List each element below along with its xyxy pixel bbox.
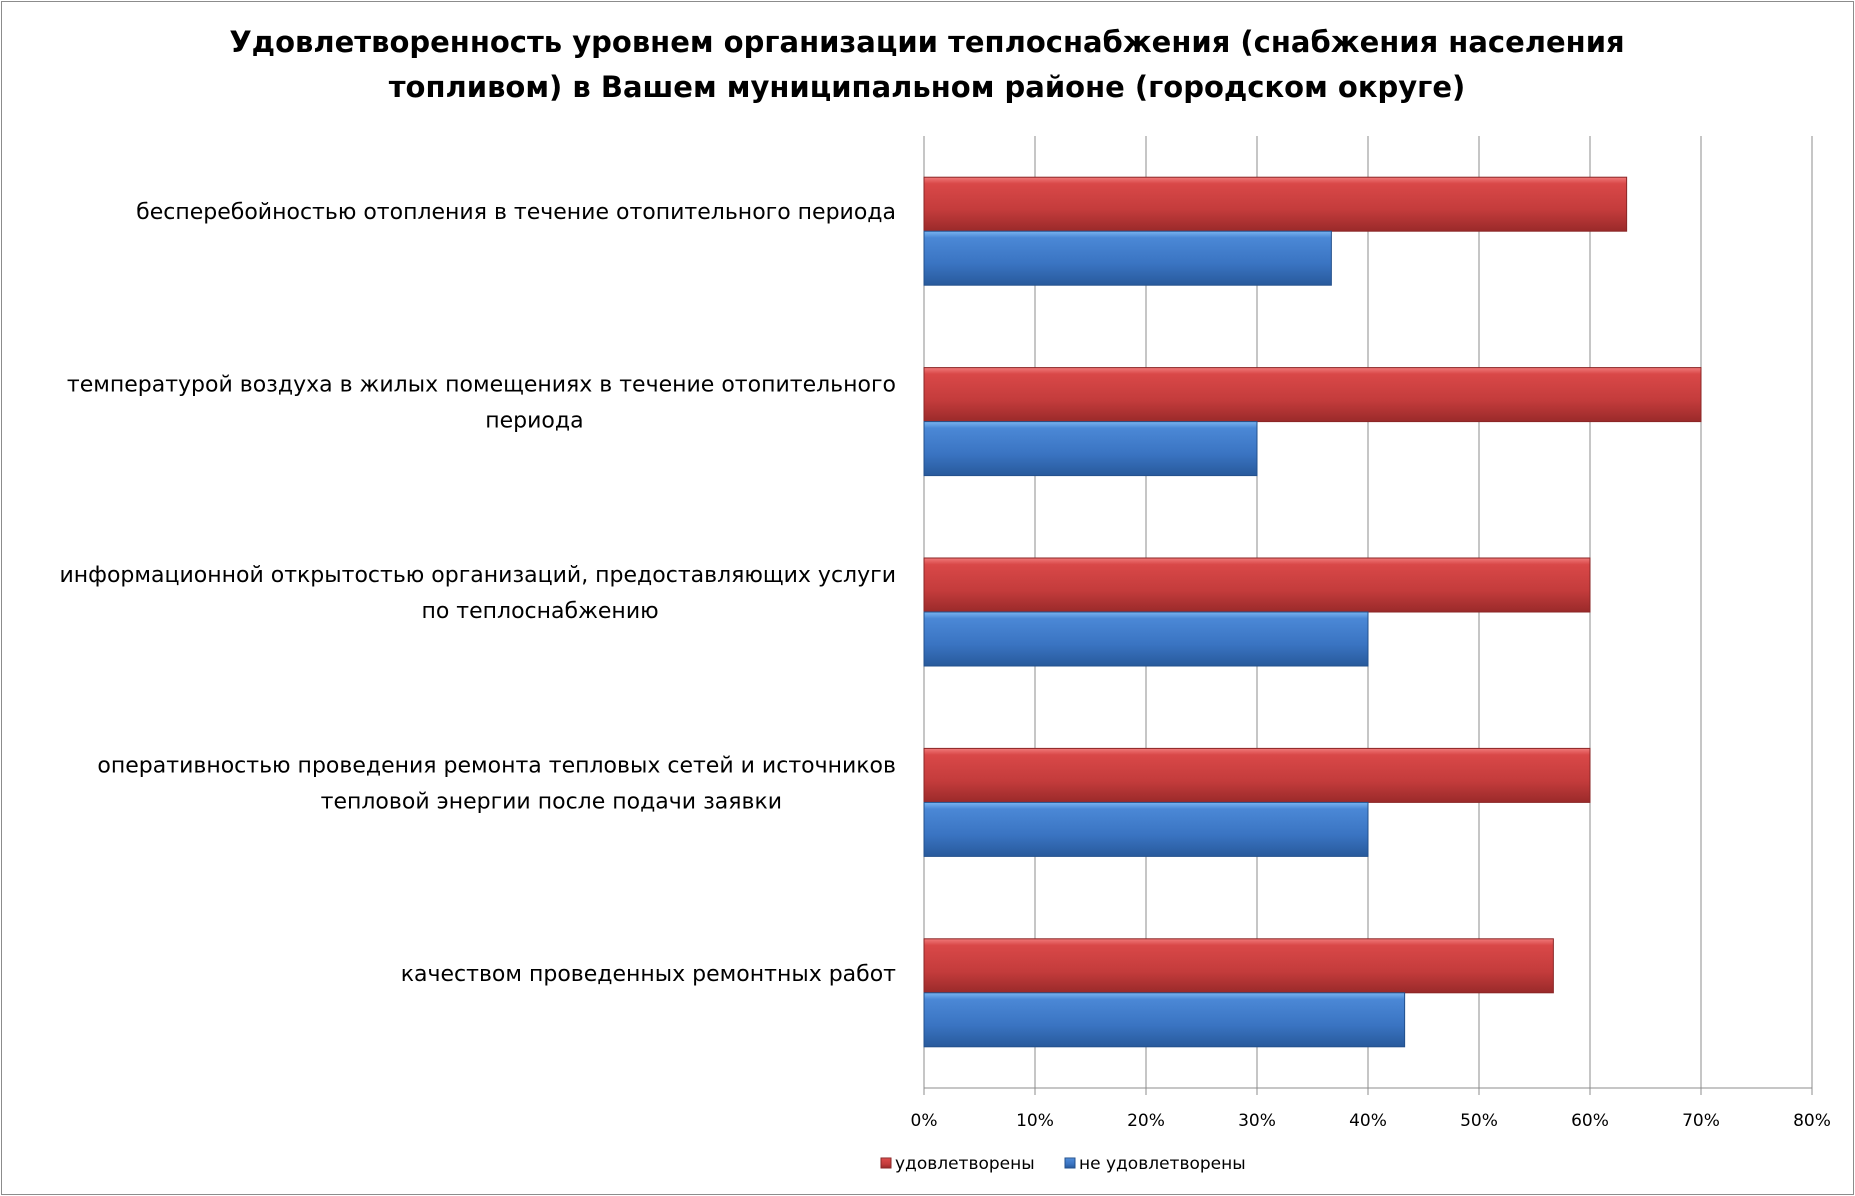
bar-not-satisfied xyxy=(923,230,1332,286)
category-label: информационной открытостью организаций, … xyxy=(59,563,896,588)
x-tick-label: 40% xyxy=(1349,1111,1387,1131)
bar-satisfied xyxy=(923,367,1702,423)
category-label: периода xyxy=(485,409,583,434)
category-label: температурой воздуха в жилых помещениях … xyxy=(67,373,896,398)
x-tick-label: 50% xyxy=(1460,1111,1498,1131)
x-tick-label: 10% xyxy=(1016,1111,1054,1131)
bar-not-satisfied xyxy=(923,992,1406,1048)
bar-satisfied xyxy=(923,938,1554,994)
category-label: качеством проведенных ремонтных работ xyxy=(401,962,896,987)
category-label: по теплоснабжению xyxy=(421,599,658,624)
x-tick-label: 0% xyxy=(911,1111,938,1131)
x-tick-label: 70% xyxy=(1682,1111,1720,1131)
chart-title-line: Удовлетворенность уровнем организации те… xyxy=(229,25,1624,59)
bar-satisfied xyxy=(923,176,1628,232)
category-label: бесперебойностью отопления в течение ото… xyxy=(136,200,896,225)
bar-satisfied xyxy=(923,747,1591,803)
x-tick-label: 20% xyxy=(1127,1111,1165,1131)
chart-title: Удовлетворенность уровнем организации те… xyxy=(229,25,1624,104)
x-tick-label: 60% xyxy=(1571,1111,1609,1131)
category-labels: бесперебойностью отопления в течение ото… xyxy=(59,200,896,987)
legend-swatch-1 xyxy=(1064,1157,1076,1169)
x-tick-label: 30% xyxy=(1238,1111,1276,1131)
x-tick-labels: 0% 10% 20% 30% 40% 50% 60% 70% 80% xyxy=(911,1111,1831,1131)
bar-not-satisfied xyxy=(923,801,1369,857)
legend-label: не удовлетворены xyxy=(1079,1154,1246,1174)
legend: удовлетворены не удовлетворены xyxy=(880,1154,1246,1174)
legend-label: удовлетворены xyxy=(895,1154,1035,1174)
bar-not-satisfied xyxy=(923,421,1258,477)
bars xyxy=(923,176,1702,1048)
category-label: тепловой энергии после подачи заявки xyxy=(321,789,782,814)
x-tick-label: 80% xyxy=(1793,1111,1831,1131)
category-label: оперативностью проведения ремонта теплов… xyxy=(97,753,896,778)
chart-title-line: топливом) в Вашем муниципальном районе (… xyxy=(389,70,1466,104)
bar-satisfied xyxy=(923,557,1591,613)
legend-swatch-0 xyxy=(880,1157,892,1169)
bar-not-satisfied xyxy=(923,611,1369,667)
